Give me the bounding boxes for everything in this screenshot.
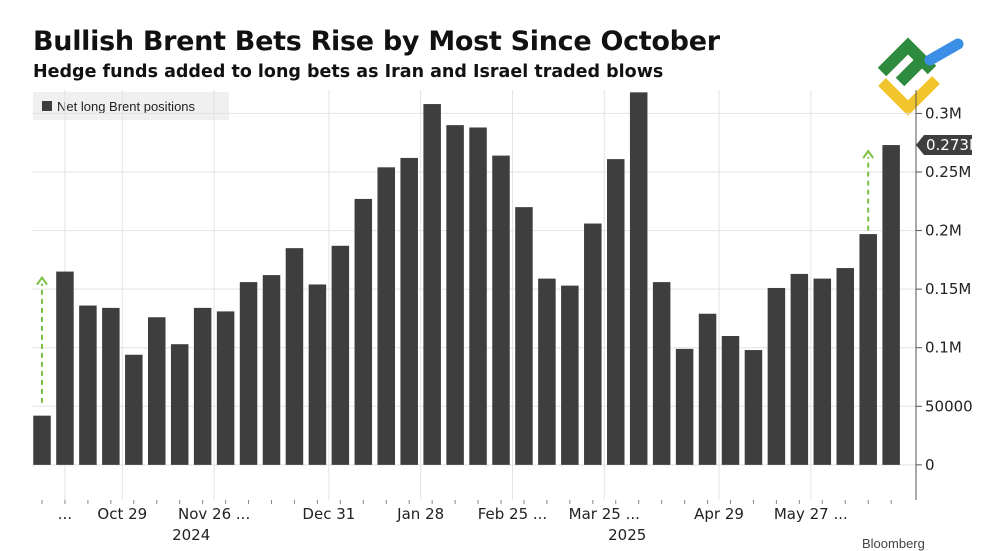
bar xyxy=(698,313,717,465)
bar xyxy=(354,198,373,465)
x-tick-label: Nov 26 ... xyxy=(178,505,250,523)
bar xyxy=(377,167,395,465)
x-tick-label: ... xyxy=(58,505,72,523)
legend-label: Net long Brent positions xyxy=(57,98,196,114)
bar xyxy=(561,285,579,465)
y-tick-label: 0.25M xyxy=(925,163,971,181)
x-tick-label: Oct 29 xyxy=(97,505,147,523)
bar xyxy=(469,127,487,465)
bar xyxy=(79,305,97,465)
x-tick-label: Feb 25 ... xyxy=(478,505,548,523)
year-label: 2025 xyxy=(608,526,646,544)
annotation-arrow-head xyxy=(36,275,48,286)
year-label: 2024 xyxy=(172,526,210,544)
bar xyxy=(767,287,786,465)
x-tick-label: Dec 31 xyxy=(302,505,355,523)
bar xyxy=(148,317,166,465)
bar xyxy=(56,271,74,465)
bar xyxy=(423,104,441,465)
source-label: Bloomberg xyxy=(862,536,925,551)
bar xyxy=(515,207,533,465)
bar xyxy=(538,278,556,465)
y-tick-label: 0.2M xyxy=(925,222,962,240)
bar xyxy=(882,145,900,465)
y-tick-label: 0.15M xyxy=(925,280,971,298)
last-value-badge xyxy=(916,135,972,156)
chart-title: Bullish Brent Bets Rise by Most Since Oc… xyxy=(33,26,720,57)
x-tick-label: Jan 28 xyxy=(396,505,444,523)
bar xyxy=(331,245,350,465)
y-tick-label: 0.1M xyxy=(925,339,962,357)
bar xyxy=(836,268,854,465)
bar xyxy=(629,92,648,465)
x-tick-label: May 27 ... xyxy=(774,505,848,523)
bar xyxy=(675,348,694,465)
bar xyxy=(790,273,809,465)
bar xyxy=(859,234,877,465)
bar xyxy=(813,278,832,465)
bar xyxy=(492,155,510,465)
bar xyxy=(216,311,235,465)
bar xyxy=(125,354,143,465)
bar xyxy=(652,282,671,465)
annotation-arrow-head xyxy=(862,149,875,159)
y-tick-label: 0 xyxy=(925,456,935,474)
legend: Net long Brent positions xyxy=(33,92,229,120)
bar xyxy=(584,223,602,465)
bar xyxy=(607,159,625,465)
x-tick-label: Apr 29 xyxy=(694,505,744,523)
brand-logo-icon xyxy=(877,37,964,116)
bar xyxy=(744,350,763,465)
y-tick-label: 50000 xyxy=(925,397,973,415)
bar xyxy=(170,344,189,465)
bar xyxy=(285,248,304,465)
chart-subtitle: Hedge funds added to long bets as Iran a… xyxy=(33,62,664,82)
bar xyxy=(193,307,212,465)
y-tick-label: 0.3M xyxy=(925,104,962,122)
x-tick-label: Mar 25 ... xyxy=(569,505,640,523)
bar xyxy=(446,125,464,465)
bar xyxy=(400,157,418,465)
bar xyxy=(262,275,281,465)
bar xyxy=(308,284,327,465)
bar xyxy=(721,336,740,465)
last-value-label: 0.273M xyxy=(926,136,982,154)
bar xyxy=(102,307,120,465)
bar xyxy=(239,282,258,465)
bar xyxy=(33,415,51,465)
legend-swatch xyxy=(42,101,52,111)
